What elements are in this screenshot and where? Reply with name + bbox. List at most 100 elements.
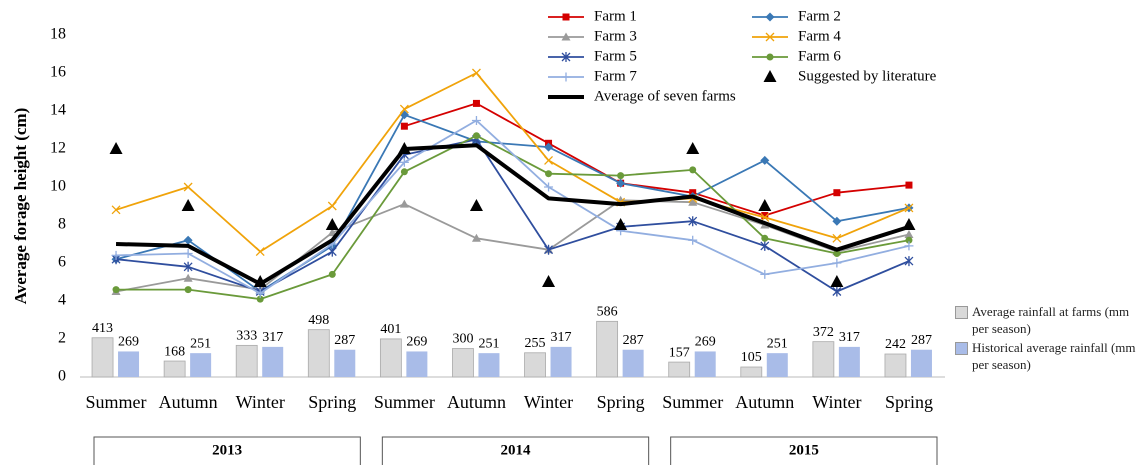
y-tick-label: 2 bbox=[58, 330, 66, 347]
point bbox=[686, 142, 700, 154]
series-line bbox=[115, 113, 910, 293]
bar-value-label: 251 bbox=[190, 336, 211, 351]
point bbox=[688, 216, 698, 227]
point bbox=[471, 233, 481, 242]
bar-value-label: 317 bbox=[839, 330, 860, 345]
point bbox=[183, 273, 193, 282]
point bbox=[256, 295, 264, 303]
point bbox=[616, 178, 626, 188]
point bbox=[688, 235, 698, 245]
x-tick-label: Spring bbox=[885, 392, 933, 412]
bar bbox=[668, 361, 691, 378]
legend-label: Farm 5 bbox=[594, 48, 637, 64]
point bbox=[904, 203, 914, 213]
point bbox=[544, 142, 554, 152]
bar bbox=[452, 348, 474, 378]
bar bbox=[694, 351, 716, 377]
y-tick-label: 4 bbox=[58, 292, 66, 309]
point bbox=[255, 288, 265, 298]
bar-value-label: 586 bbox=[597, 305, 618, 320]
bar bbox=[740, 366, 763, 378]
bar bbox=[766, 353, 788, 377]
bar bbox=[379, 338, 402, 378]
point bbox=[544, 182, 554, 192]
bar bbox=[622, 349, 644, 377]
y-tick-label: 16 bbox=[50, 64, 66, 81]
bar bbox=[190, 353, 212, 377]
bar bbox=[91, 337, 114, 378]
legend-label: Farm 2 bbox=[798, 8, 841, 24]
legend-marker bbox=[765, 32, 775, 42]
year-box bbox=[381, 436, 650, 465]
y-tick-label: 6 bbox=[58, 254, 66, 271]
point bbox=[399, 199, 409, 208]
point bbox=[400, 168, 408, 176]
point bbox=[542, 275, 556, 287]
point bbox=[614, 218, 628, 230]
year-label: 2014 bbox=[501, 442, 532, 458]
bar bbox=[884, 353, 907, 378]
point bbox=[111, 250, 121, 260]
bar-value-label: 498 bbox=[308, 313, 329, 328]
series-line bbox=[115, 72, 910, 253]
bar-value-label: 242 bbox=[885, 337, 906, 352]
point bbox=[544, 244, 554, 255]
y-tick-label: 12 bbox=[50, 140, 66, 157]
point bbox=[111, 205, 121, 215]
bar bbox=[838, 346, 860, 377]
bar bbox=[163, 360, 186, 378]
bar-value-label: 413 bbox=[92, 321, 113, 336]
point bbox=[255, 247, 265, 257]
legend-label: Suggested by literature bbox=[798, 68, 937, 84]
point bbox=[832, 233, 842, 243]
bar-value-label: 333 bbox=[236, 329, 257, 344]
legend-label: Farm 7 bbox=[594, 68, 637, 84]
bar-value-label: 269 bbox=[406, 335, 427, 350]
bar-value-label: 317 bbox=[551, 330, 572, 345]
bar-value-label: 372 bbox=[813, 325, 834, 340]
y-tick-label: 8 bbox=[58, 216, 66, 233]
bar bbox=[596, 320, 619, 378]
point bbox=[184, 286, 192, 294]
legend-marker bbox=[562, 13, 570, 21]
point bbox=[328, 270, 336, 278]
bar-value-label: 168 bbox=[164, 344, 185, 359]
bar bbox=[235, 344, 258, 378]
point bbox=[183, 249, 193, 258]
bar-legend-item: Average rainfall at farms (mm per season… bbox=[955, 303, 1140, 337]
x-tick-label: Autumn bbox=[447, 392, 506, 412]
legend-swatch bbox=[955, 342, 968, 355]
year-label: 2013 bbox=[212, 442, 242, 458]
point bbox=[471, 68, 481, 78]
point bbox=[472, 99, 480, 107]
y-tick-label: 14 bbox=[50, 102, 66, 119]
legend-marker bbox=[561, 32, 571, 41]
point bbox=[472, 132, 480, 140]
y-tick-label: 0 bbox=[58, 368, 66, 385]
legend-label: Average rainfall at farms (mm per season… bbox=[972, 304, 1130, 336]
bar bbox=[262, 346, 284, 377]
legend-label: Farm 1 bbox=[594, 8, 637, 24]
legend-marker bbox=[765, 12, 775, 22]
series-line bbox=[116, 119, 910, 295]
bar-value-label: 401 bbox=[380, 322, 401, 337]
legend-marker bbox=[561, 72, 571, 82]
point bbox=[760, 240, 770, 251]
point bbox=[183, 182, 193, 192]
x-tick-label: Winter bbox=[236, 392, 285, 412]
point bbox=[905, 181, 913, 189]
point bbox=[758, 199, 772, 211]
point bbox=[181, 199, 195, 211]
bar-value-label: 251 bbox=[767, 336, 788, 351]
point bbox=[833, 250, 841, 257]
point bbox=[904, 241, 914, 251]
series-line bbox=[115, 199, 910, 293]
bar-value-label: 269 bbox=[118, 335, 139, 350]
bar-value-label: 287 bbox=[911, 333, 932, 348]
x-tick-label: Summer bbox=[374, 392, 435, 412]
bar-legend-item: Historical average rainfall (mm per seas… bbox=[955, 339, 1140, 373]
bar-value-label: 251 bbox=[478, 336, 499, 351]
bar bbox=[406, 351, 428, 377]
point bbox=[760, 155, 770, 165]
